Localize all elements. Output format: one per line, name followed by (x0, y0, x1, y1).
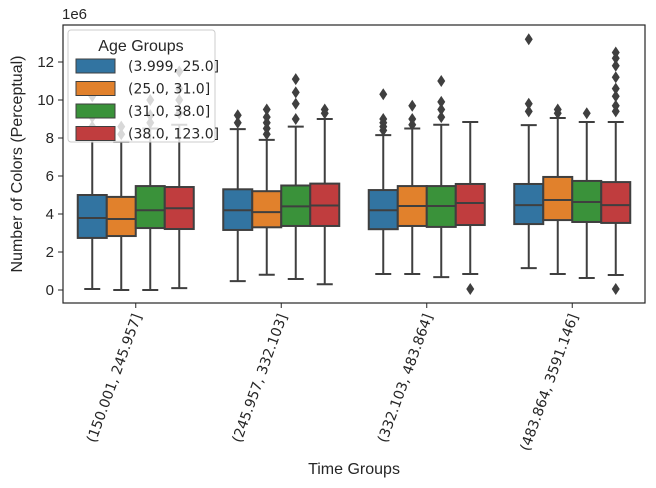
x-tick-label: (483.864, 3591.146] (518, 312, 582, 453)
outlier-point (262, 103, 271, 116)
x-tick-label: (150.001, 245.957] (84, 312, 145, 445)
legend-label: (25.0, 31.0] (128, 82, 210, 98)
outlier-point (262, 111, 271, 124)
legend-swatch (75, 58, 116, 74)
y-tick-label: 2 (46, 244, 54, 261)
y-tick-label: 4 (46, 206, 54, 223)
box-3-group-2 (280, 73, 312, 280)
box-iqr (251, 190, 283, 229)
box-iqr (134, 185, 166, 230)
outlier-point (291, 86, 300, 99)
outlier-point (611, 46, 620, 59)
outlier-point (320, 103, 329, 116)
box-1-group-3 (367, 88, 399, 276)
x-tick-label: (332.103, 483.864] (375, 312, 436, 445)
box-4-group-2 (309, 103, 341, 286)
box-4-group-4 (600, 46, 632, 296)
legend-label: (38.0, 123.0] (128, 127, 219, 143)
outlier-point (611, 90, 620, 103)
outlier-point (611, 82, 620, 95)
y-tick-label: 0 (46, 282, 54, 299)
y-tick-label: 8 (46, 130, 54, 147)
outlier-point (611, 99, 620, 112)
box-4-group-3 (454, 121, 486, 296)
box-iqr (513, 182, 545, 226)
plot-area (76, 33, 632, 296)
legend-swatch (75, 126, 116, 141)
outlier-point (379, 113, 388, 125)
outlier-point (437, 75, 446, 87)
outlier-point (291, 113, 300, 125)
outlier-point (524, 105, 533, 118)
outlier-point (611, 71, 620, 84)
box-2-group-4 (542, 103, 574, 276)
axes-frame (62, 24, 646, 304)
outlier-point (437, 95, 446, 108)
y-tick-label: 10 (37, 92, 54, 109)
box-2-group-2 (251, 103, 283, 276)
outlier-point (408, 113, 417, 125)
box-iqr (76, 194, 108, 239)
outlier-point (437, 103, 446, 116)
box-3-group-4 (571, 107, 603, 280)
outlier-point (408, 99, 417, 112)
box-iqr (454, 182, 486, 227)
x-tick-label: (245.957, 332.103] (230, 312, 291, 445)
outlier-point (553, 103, 562, 116)
box-1-group-2 (222, 109, 254, 283)
box-iqr (105, 195, 137, 238)
outlier-point (437, 111, 446, 124)
x-axis-label: Time Groups (308, 461, 400, 478)
legend-swatch (75, 103, 116, 119)
y-scale-label: 1e6 (62, 6, 87, 23)
box-2-group-1 (105, 120, 137, 291)
box-1-group-4 (513, 33, 545, 270)
box-3-group-3 (425, 75, 457, 279)
outlier-point (582, 107, 591, 120)
outlier-point (524, 33, 533, 46)
outlier-point (466, 283, 475, 296)
outlier-point (524, 97, 533, 110)
outlier-point (233, 109, 242, 122)
legend: Age Groups (3.999, 25.0] (25.0, 31.0] (31.… (67, 29, 219, 143)
outlier-point (611, 283, 620, 296)
outlier-point (611, 59, 620, 72)
y-tick-label: 6 (46, 168, 54, 185)
legend-title: Age Groups (98, 38, 183, 55)
y-axis: 0 2 4 6 8 10 12 (37, 54, 63, 299)
outlier-point (379, 88, 388, 101)
x-axis: (150.001, 245.957] (245.957, 332.103] (332… (84, 303, 582, 453)
legend-label: (3.999, 25.0] (128, 59, 219, 75)
y-tick-label: 12 (37, 54, 54, 71)
box-iqr (542, 175, 574, 222)
outlier-point (291, 97, 300, 110)
y-axis-label: Number of Colors (Perceptual) (9, 56, 26, 273)
legend-label: (31.0, 38.0] (128, 104, 210, 120)
legend-swatch (75, 81, 116, 96)
outlier-point (291, 73, 300, 86)
outlier-point (233, 116, 242, 129)
box-2-group-3 (396, 99, 428, 276)
box-iqr (600, 181, 632, 224)
